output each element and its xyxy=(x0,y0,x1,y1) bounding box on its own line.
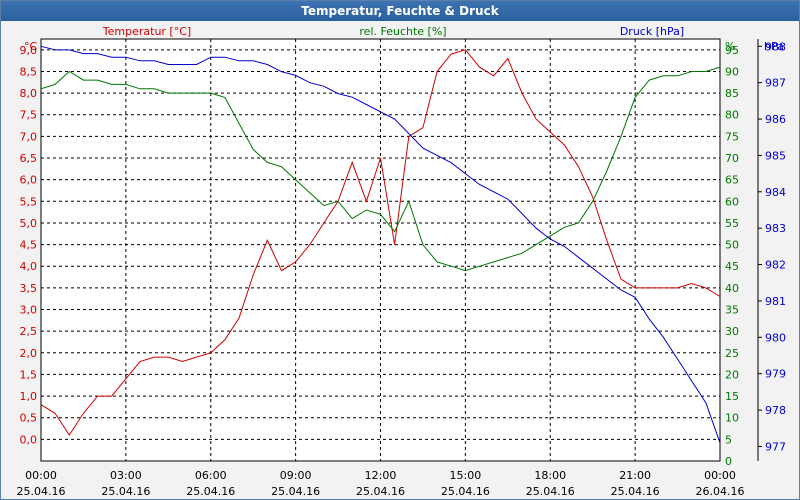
y-tick-temperature: 8,5 xyxy=(20,65,38,78)
y-tick-humidity: 20 xyxy=(725,368,739,381)
x-tick-date: 25.04.16 xyxy=(271,485,320,498)
y-tick-temperature: 3,5 xyxy=(20,282,38,295)
y-tick-pressure: 982 xyxy=(765,259,786,272)
y-tick-temperature: 7,0 xyxy=(20,130,38,143)
y-tick-temperature: 5,0 xyxy=(20,217,38,230)
y-tick-humidity: 90 xyxy=(725,65,739,78)
y-tick-pressure: 979 xyxy=(765,368,786,381)
x-tick-date: 26.04.16 xyxy=(696,485,745,498)
y-tick-humidity: 70 xyxy=(725,152,739,165)
y-tick-humidity: 85 xyxy=(725,87,739,100)
y-tick-temperature: 5,5 xyxy=(20,195,38,208)
y-tick-pressure: 988 xyxy=(765,40,786,53)
x-tick-time: 03:00 xyxy=(110,469,142,482)
y-tick-pressure: 986 xyxy=(765,113,786,126)
series-line xyxy=(40,66,721,272)
y-tick-humidity: 95 xyxy=(725,44,739,57)
y-tick-temperature: 9,0 xyxy=(20,44,38,57)
y-axis-label-humidity: % xyxy=(725,40,735,53)
x-tick-time: 21:00 xyxy=(619,469,651,482)
y-axis-label-temperature: °C xyxy=(24,40,38,53)
y-tick-humidity: 30 xyxy=(725,325,739,338)
y-tick-humidity: 15 xyxy=(725,390,739,403)
y-tick-temperature: 0,5 xyxy=(20,412,38,425)
y-tick-temperature: 3,0 xyxy=(20,304,38,317)
y-tick-humidity: 25 xyxy=(725,347,739,360)
x-tick-date: 25.04.16 xyxy=(356,485,405,498)
x-tick-time: 00:00 xyxy=(25,469,57,482)
y-tick-pressure: 983 xyxy=(765,222,786,235)
y-tick-humidity: 0 xyxy=(725,455,732,468)
y-tick-temperature: 2,0 xyxy=(20,347,38,360)
y-tick-pressure: 977 xyxy=(765,440,786,453)
y-tick-humidity: 65 xyxy=(725,174,739,187)
y-tick-temperature: 1,0 xyxy=(20,390,38,403)
x-tick-time: 12:00 xyxy=(365,469,397,482)
y-tick-humidity: 75 xyxy=(725,130,739,143)
y-tick-temperature: 6,0 xyxy=(20,174,38,187)
y-tick-humidity: 10 xyxy=(725,412,739,425)
series-line xyxy=(40,45,721,443)
y-tick-pressure: 978 xyxy=(765,404,786,417)
y-tick-humidity: 35 xyxy=(725,304,739,317)
y-tick-temperature: 7,5 xyxy=(20,109,38,122)
y-tick-temperature: 6,5 xyxy=(20,152,38,165)
series-line xyxy=(40,49,721,436)
y-tick-temperature: 4,5 xyxy=(20,239,38,252)
x-tick-time: 00:00 xyxy=(704,469,736,482)
x-tick-time: 06:00 xyxy=(195,469,227,482)
y-tick-pressure: 984 xyxy=(765,186,786,199)
y-tick-humidity: 50 xyxy=(725,239,739,252)
y-tick-temperature: 0,0 xyxy=(20,433,38,446)
x-tick-date: 25.04.16 xyxy=(441,485,490,498)
legend-label: rel. Feuchte [%] xyxy=(359,25,446,38)
y-tick-humidity: 5 xyxy=(725,433,732,446)
y-tick-pressure: 985 xyxy=(765,149,786,162)
x-tick-time: 18:00 xyxy=(534,469,566,482)
x-tick-date: 25.04.16 xyxy=(186,485,235,498)
y-tick-temperature: 2,5 xyxy=(20,325,38,338)
y-tick-humidity: 40 xyxy=(725,282,739,295)
legend-label: Druck [hPa] xyxy=(620,25,684,38)
y-tick-humidity: 55 xyxy=(725,217,739,230)
legend-label: Temperatur [°C] xyxy=(102,25,191,38)
y-tick-pressure: 987 xyxy=(765,77,786,90)
x-tick-date: 25.04.16 xyxy=(17,485,66,498)
x-tick-time: 15:00 xyxy=(450,469,482,482)
y-tick-pressure: 980 xyxy=(765,331,786,344)
y-tick-humidity: 80 xyxy=(725,109,739,122)
window-title: Temperatur, Feuchte & Druck xyxy=(1,1,799,21)
y-tick-pressure: 981 xyxy=(765,295,786,308)
y-tick-humidity: 60 xyxy=(725,195,739,208)
x-tick-time: 09:00 xyxy=(280,469,312,482)
x-tick-date: 25.04.16 xyxy=(526,485,575,498)
x-tick-date: 25.04.16 xyxy=(101,485,150,498)
x-tick-date: 25.04.16 xyxy=(611,485,660,498)
y-tick-temperature: 1,5 xyxy=(20,368,38,381)
y-tick-humidity: 45 xyxy=(725,260,739,273)
y-tick-temperature: 4,0 xyxy=(20,260,38,273)
y-axis-label-pressure: hPa xyxy=(764,40,784,53)
y-tick-temperature: 8,0 xyxy=(20,87,38,100)
